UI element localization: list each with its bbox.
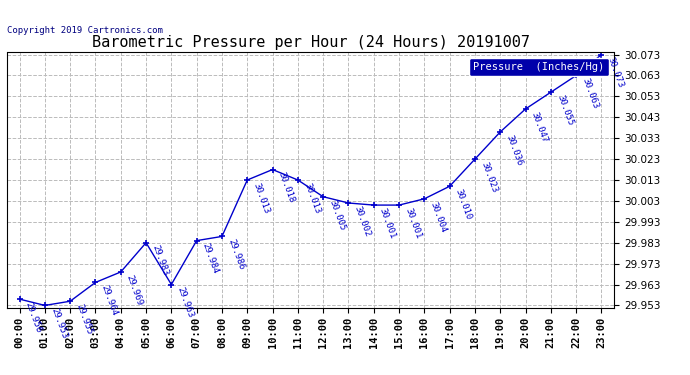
Text: 30.001: 30.001 [378, 207, 397, 240]
Text: 30.005: 30.005 [327, 198, 347, 231]
Text: 30.010: 30.010 [454, 188, 473, 221]
Text: 30.023: 30.023 [479, 160, 499, 194]
Text: 29.964: 29.964 [99, 284, 119, 317]
Text: 30.063: 30.063 [580, 77, 600, 110]
Text: Copyright 2019 Cartronics.com: Copyright 2019 Cartronics.com [7, 26, 163, 35]
Text: 30.004: 30.004 [428, 200, 448, 234]
Text: 29.969: 29.969 [125, 273, 144, 307]
Text: 30.013: 30.013 [251, 182, 271, 215]
Legend: Pressure  (Inches/Hg): Pressure (Inches/Hg) [469, 58, 609, 76]
Text: 29.953: 29.953 [49, 307, 68, 340]
Text: 30.073: 30.073 [606, 56, 625, 89]
Text: 30.055: 30.055 [555, 94, 575, 127]
Text: 30.001: 30.001 [403, 207, 423, 240]
Text: 30.036: 30.036 [504, 134, 524, 167]
Text: 29.986: 29.986 [226, 238, 246, 271]
Title: Barometric Pressure per Hour (24 Hours) 20191007: Barometric Pressure per Hour (24 Hours) … [92, 35, 529, 50]
Text: 29.956: 29.956 [23, 300, 43, 334]
Text: 29.963: 29.963 [175, 286, 195, 319]
Text: 30.047: 30.047 [530, 110, 549, 144]
Text: 30.018: 30.018 [277, 171, 296, 204]
Text: 29.984: 29.984 [201, 242, 220, 275]
Text: 29.983: 29.983 [150, 244, 170, 278]
Text: 30.002: 30.002 [353, 204, 372, 238]
Text: 30.013: 30.013 [302, 182, 322, 215]
Text: 29.955: 29.955 [75, 303, 94, 336]
